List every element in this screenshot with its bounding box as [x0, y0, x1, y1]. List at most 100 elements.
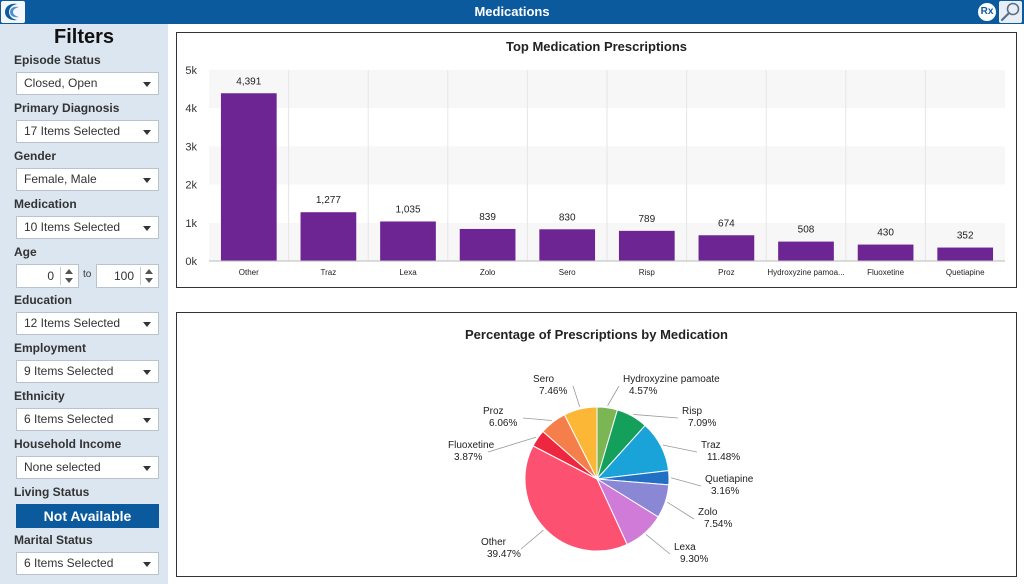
- pie-percent: 7.54%: [704, 519, 732, 530]
- pie-label: Sero: [533, 374, 555, 385]
- bar-value-label: 1,277: [316, 195, 341, 206]
- bar-chart: 0k 1k 2k 3k 4k 5k 4,391 Other 1,277 Traz 1,035 Lexa…: [185, 65, 1005, 277]
- app-logo-icon[interactable]: [1, 1, 25, 23]
- episode-status-select[interactable]: Closed, Open: [16, 72, 159, 95]
- pie-label: Risp: [682, 406, 702, 417]
- pie-slice[interactable]: [524, 445, 628, 552]
- chevron-up-icon[interactable]: [145, 269, 153, 274]
- household-income-value: None selected: [24, 460, 101, 474]
- pie-percent: 7.09%: [688, 418, 716, 429]
- pie-label: Zolo: [698, 507, 718, 518]
- pie-label: Other: [481, 537, 507, 548]
- primary-diagnosis-label: Primary Diagnosis: [14, 101, 120, 115]
- primary-diagnosis-value: 17 Items Selected: [24, 124, 121, 138]
- pie-percent: 3.16%: [711, 486, 739, 497]
- primary-diagnosis-select[interactable]: 17 Items Selected: [16, 120, 159, 143]
- y-tick-label: 5k: [185, 65, 197, 77]
- gender-label: Gender: [14, 149, 57, 163]
- education-value: 12 Items Selected: [24, 316, 121, 330]
- employment-select[interactable]: 9 Items Selected: [16, 360, 159, 383]
- rx-icon[interactable]: Rx: [977, 2, 997, 22]
- pie-percent: 3.87%: [454, 452, 482, 463]
- pie-connector: [633, 414, 679, 419]
- chevron-down-icon: [143, 130, 151, 135]
- x-tick-label: Other: [239, 268, 259, 277]
- marital-status-select[interactable]: 6 Items Selected: [16, 552, 159, 575]
- chevron-down-icon: [143, 178, 151, 183]
- bar[interactable]: [618, 230, 675, 261]
- household-income-select[interactable]: None selected: [16, 456, 159, 479]
- ethnicity-value: 6 Items Selected: [24, 412, 114, 426]
- pie-connector: [520, 529, 544, 550]
- pie-slice[interactable]: [563, 406, 598, 480]
- bar-value-label: 839: [479, 212, 496, 223]
- bar[interactable]: [300, 212, 357, 261]
- age-from-input[interactable]: 0: [16, 264, 79, 288]
- age-from-value: 0: [47, 269, 54, 283]
- pie-connector: [572, 385, 581, 408]
- employment-label: Employment: [14, 341, 87, 355]
- marital-status-label: Marital Status: [14, 533, 93, 547]
- age-label: Age: [14, 245, 37, 259]
- education-select[interactable]: 12 Items Selected: [16, 312, 159, 335]
- title-bar: Medications Rx: [0, 0, 1024, 24]
- x-tick-label: Proz: [718, 268, 734, 277]
- bar-value-label: 352: [957, 231, 974, 242]
- employment-value: 9 Items Selected: [24, 364, 114, 378]
- bar[interactable]: [220, 93, 277, 262]
- medication-select[interactable]: 10 Items Selected: [16, 216, 159, 239]
- bar-chart-panel: Top Medication Prescriptions 0k 1k 2k 3k 4k 5…: [176, 32, 1017, 288]
- chevron-down-icon[interactable]: [145, 278, 153, 283]
- pie-connector: [667, 501, 695, 520]
- bar[interactable]: [380, 221, 436, 261]
- x-tick-label: Quetiapine: [946, 268, 985, 277]
- ethnicity-label: Ethnicity: [14, 389, 65, 403]
- x-tick-label: Lexa: [399, 268, 417, 277]
- episode-status-value: Closed, Open: [24, 76, 98, 90]
- filters-sidebar: Filters: [0, 24, 168, 584]
- x-tick-label: Risp: [639, 268, 656, 277]
- bar-value-label: 674: [718, 218, 735, 229]
- pie-connector: [645, 534, 671, 555]
- ethnicity-select[interactable]: 6 Items Selected: [16, 408, 159, 431]
- pie-percent: 39.47%: [487, 549, 521, 560]
- bar[interactable]: [857, 244, 914, 261]
- pie-connector: [607, 385, 620, 406]
- age-to-label: to: [83, 269, 92, 280]
- bar-chart-title: Top Medication Prescriptions: [505, 39, 688, 54]
- age-from-stepper[interactable]: [60, 267, 76, 285]
- marital-status-value: 6 Items Selected: [24, 556, 114, 570]
- bar[interactable]: [778, 241, 834, 261]
- y-tick-label: 4k: [185, 103, 197, 115]
- filters-title: Filters: [53, 26, 115, 48]
- chevron-down-icon: [143, 466, 151, 471]
- bar[interactable]: [698, 235, 755, 261]
- bar-value-label: 508: [798, 225, 815, 236]
- x-tick-label: Traz: [321, 268, 337, 277]
- chevron-down-icon: [143, 418, 151, 423]
- bar[interactable]: [937, 247, 994, 261]
- x-tick-label: Sero: [559, 268, 576, 277]
- bar[interactable]: [539, 229, 596, 261]
- gender-select[interactable]: Female, Male: [16, 168, 159, 191]
- gender-value: Female, Male: [24, 172, 97, 186]
- bar-value-label: 1,035: [395, 204, 420, 215]
- chevron-up-icon[interactable]: [65, 269, 73, 274]
- living-status-button[interactable]: Not Available: [16, 504, 159, 528]
- window-title: Medications: [474, 4, 550, 19]
- x-tick-label: Hydroxyzine pamoa...: [767, 268, 844, 277]
- living-status-label: Living Status: [14, 485, 90, 499]
- pie-connector: [670, 477, 702, 487]
- bar[interactable]: [459, 228, 516, 261]
- pie-label: Fluoxetine: [448, 440, 495, 451]
- pie-label: Traz: [701, 440, 721, 451]
- age-to-stepper[interactable]: [140, 267, 156, 285]
- chevron-down-icon: [143, 322, 151, 327]
- chevron-down-icon[interactable]: [65, 278, 73, 283]
- search-icon[interactable]: [999, 1, 1022, 23]
- age-to-input[interactable]: 100: [96, 264, 159, 288]
- bar-value-label: 430: [877, 228, 894, 239]
- pie-connector: [487, 436, 537, 453]
- household-income-label: Household Income: [14, 437, 122, 451]
